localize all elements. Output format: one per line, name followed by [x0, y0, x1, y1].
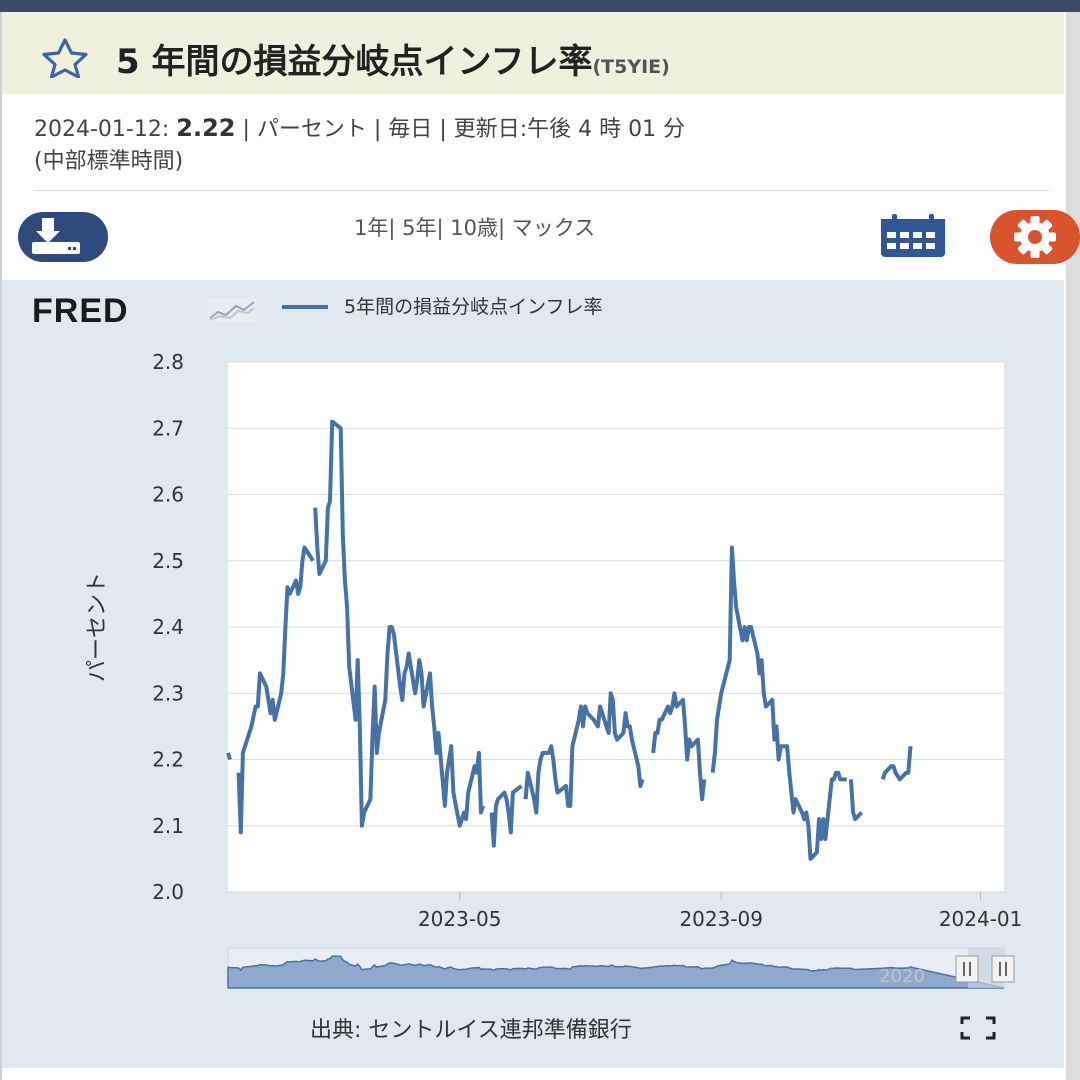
- download-button[interactable]: [18, 212, 108, 262]
- observation-date: 2024-01-12:: [34, 117, 170, 142]
- range-1y-button[interactable]: 1年|: [354, 216, 396, 240]
- range-5y-button[interactable]: 5年|: [402, 216, 444, 240]
- units: | パーセント |: [242, 117, 382, 142]
- y-tick-label: 2.0: [152, 880, 184, 904]
- y-tick-label: 2.5: [152, 549, 184, 573]
- range-10y-button[interactable]: 10歳|: [450, 216, 506, 240]
- series-meta: 2024-01-12: 2.22 | パーセント | 毎日 | 更新日:午後 4…: [34, 112, 1034, 178]
- range-selector: 1年| 5年| 10歳| マックス: [354, 212, 595, 242]
- calendar-icon[interactable]: [880, 214, 946, 258]
- navigator-handle[interactable]: [955, 955, 979, 983]
- x-tick-label: 2023-05: [418, 907, 502, 931]
- title-band: [2, 12, 1064, 94]
- x-tick-label: 2023-09: [679, 907, 763, 931]
- left-edge: [0, 12, 2, 1080]
- timezone: (中部標準時間): [34, 149, 184, 174]
- frequency: 毎日: [388, 117, 433, 142]
- y-tick-label: 2.2: [152, 748, 184, 772]
- top-bar: [0, 0, 1080, 12]
- y-tick-label: 2.7: [152, 416, 184, 440]
- divider: [34, 190, 1050, 191]
- right-edge: [1066, 12, 1080, 1080]
- y-tick-label: 2.6: [152, 483, 184, 507]
- page-title: 5 年間の損益分岐点インフレ率(T5YIE): [116, 34, 670, 83]
- y-tick-label: 2.3: [152, 681, 184, 705]
- bottom-strip: [2, 1068, 1064, 1080]
- gear-icon: [1014, 216, 1056, 258]
- legend-label: 5年間の損益分岐点インフレ率: [344, 296, 603, 318]
- fullscreen-icon[interactable]: [960, 1016, 996, 1040]
- navigator-handle[interactable]: [991, 955, 1015, 983]
- y-tick-label: 2.4: [152, 615, 184, 639]
- settings-button[interactable]: [990, 210, 1080, 264]
- range-max-button[interactable]: マックス: [511, 216, 596, 240]
- series-code: (T5YIE): [592, 56, 670, 78]
- y-tick-label: 2.8: [152, 350, 184, 374]
- series-title: 5 年間の損益分岐点インフレ率: [116, 42, 593, 82]
- series-line: [226, 419, 913, 861]
- star-outline-icon[interactable]: [36, 38, 94, 78]
- download-icon: [32, 218, 80, 254]
- legend-swatch: [282, 305, 328, 309]
- observation-value: 2.22: [176, 114, 236, 142]
- fred-logo: FRED: [32, 292, 129, 330]
- updated-time: | 更新日:午後 4 時 01 分: [439, 117, 686, 142]
- navigator-area: [227, 955, 1005, 989]
- y-axis-label: パーセント: [85, 572, 110, 682]
- source-label: 出典: セントルイス連邦準備銀行: [310, 1018, 632, 1043]
- line-chart[interactable]: 2.0 2.1 2.2 2.3 2.4 2.5 2.6 2.7 2.8 2023-05 2023-0…: [0, 340, 1064, 1000]
- navigator-year-label: 2020: [879, 966, 925, 987]
- x-tick-label: 2024-01: [939, 907, 1023, 931]
- y-tick-label: 2.1: [152, 814, 184, 838]
- sparkline-logo-icon: [208, 298, 256, 322]
